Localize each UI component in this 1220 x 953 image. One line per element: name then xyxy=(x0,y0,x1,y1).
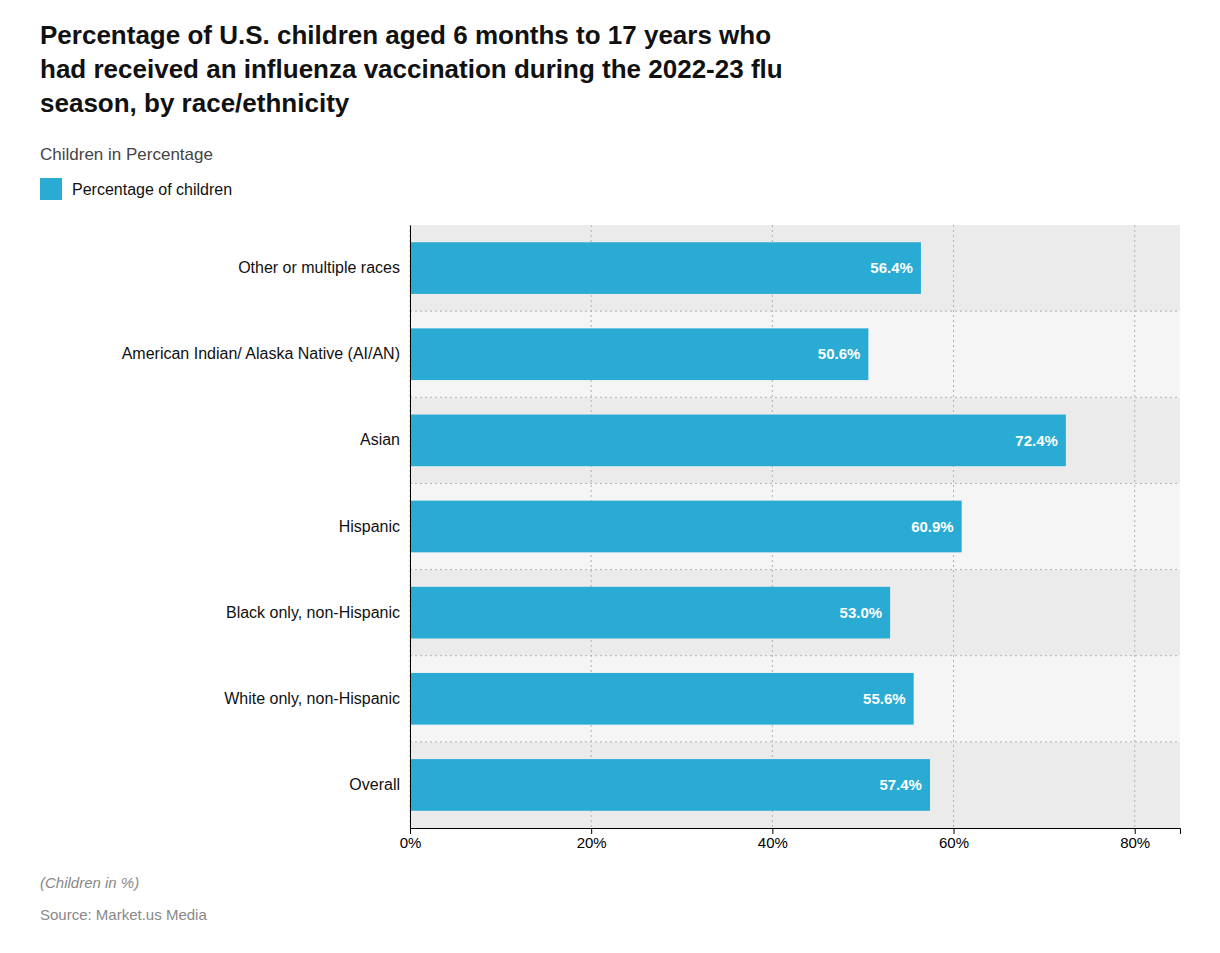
row-separator xyxy=(410,569,1180,570)
y-tick-label: Asian xyxy=(360,431,400,448)
bar xyxy=(410,587,890,639)
data-label: 57.4% xyxy=(879,776,922,793)
data-labels: 57.4% 55.6% 53.0% 60.9% 72.4% 50.6% 56.4% xyxy=(818,259,1058,793)
data-label: 60.9% xyxy=(911,518,954,535)
y-tick: Overall xyxy=(349,776,410,793)
annotation: Source: Market.us Media xyxy=(40,906,207,923)
y-axis: Overall White only, non-Hispanic Black onl… xyxy=(122,226,411,829)
row-background xyxy=(410,742,1180,828)
y-tick-label: American Indian/ Alaska Native (AI/AN) xyxy=(122,345,400,362)
bar xyxy=(410,328,868,380)
bar xyxy=(410,415,1066,467)
y-tick-label: Black only, non-Hispanic xyxy=(226,604,400,621)
x-tick: 20% xyxy=(577,828,607,851)
row-background xyxy=(410,311,1180,397)
annotation: (Children in %) xyxy=(40,874,139,891)
x-tick-label: 60% xyxy=(939,834,969,851)
data-label: 56.4% xyxy=(870,259,913,276)
y-tick: Black only, non-Hispanic xyxy=(226,604,410,621)
x-tick: 40% xyxy=(758,828,788,851)
subtitle: Children in Percentage xyxy=(40,145,213,164)
title: Percentage of U.S. children aged 6 month… xyxy=(40,20,783,118)
data-label: 50.6% xyxy=(818,345,861,362)
x-tick: 80% xyxy=(1120,828,1150,851)
x-tick: 0% xyxy=(400,828,422,851)
x-tick: 60% xyxy=(939,828,969,851)
y-tick-label: Other or multiple races xyxy=(238,259,400,276)
row-separators xyxy=(410,311,1180,742)
data-label: 55.6% xyxy=(863,690,906,707)
row-separator xyxy=(410,311,1180,312)
x-axis: 0% 20% 40% 60% 80% xyxy=(400,828,1181,851)
row-separator xyxy=(410,483,1180,484)
row-background xyxy=(410,570,1180,656)
row-background xyxy=(410,397,1180,483)
chart: Percentage of U.S. children aged 6 month… xyxy=(0,0,1220,953)
legend: Percentage of children xyxy=(40,178,232,200)
title-line: Percentage of U.S. children aged 6 month… xyxy=(40,20,771,50)
row-background xyxy=(410,225,1180,311)
legend-label: Percentage of children xyxy=(72,181,232,198)
x-tick-label: 80% xyxy=(1120,834,1150,851)
bar xyxy=(410,673,914,725)
y-tick: Hispanic xyxy=(339,518,410,535)
data-label: 53.0% xyxy=(840,604,883,621)
y-tick: White only, non-Hispanic xyxy=(224,690,410,707)
y-tick-label: Hispanic xyxy=(339,518,400,535)
row-background xyxy=(410,483,1180,569)
bars xyxy=(410,242,1066,811)
y-axis-line xyxy=(410,226,411,829)
title-line: had received an influenza vaccination du… xyxy=(40,54,783,84)
row-background xyxy=(410,656,1180,742)
legend-swatch xyxy=(40,178,62,200)
grid-line xyxy=(1134,225,1135,828)
row-separator xyxy=(410,397,1180,398)
y-tick-label: Overall xyxy=(349,776,400,793)
bar xyxy=(410,501,962,553)
y-tick: American Indian/ Alaska Native (AI/AN) xyxy=(122,345,410,362)
x-tick-label: 40% xyxy=(758,834,788,851)
y-tick-label: White only, non-Hispanic xyxy=(224,690,400,707)
grid-line xyxy=(410,225,411,828)
legend-item: Percentage of children xyxy=(40,178,232,200)
x-axis-line xyxy=(411,829,1181,835)
title-line: season, by race/ethnicity xyxy=(40,88,350,118)
grid xyxy=(410,225,1135,828)
y-tick: Other or multiple races xyxy=(238,259,410,276)
y-tick: Asian xyxy=(360,431,410,448)
plot: 57.4% 55.6% 53.0% 60.9% 72.4% 50.6% 56.4% 0% 20%… xyxy=(122,225,1181,851)
x-tick-label: 0% xyxy=(400,834,422,851)
row-separator xyxy=(410,741,1180,742)
bar xyxy=(410,759,930,811)
bar xyxy=(410,242,921,294)
row-separator xyxy=(410,655,1180,656)
data-label: 72.4% xyxy=(1015,432,1058,449)
row-backgrounds xyxy=(410,225,1180,828)
x-tick-label: 20% xyxy=(577,834,607,851)
